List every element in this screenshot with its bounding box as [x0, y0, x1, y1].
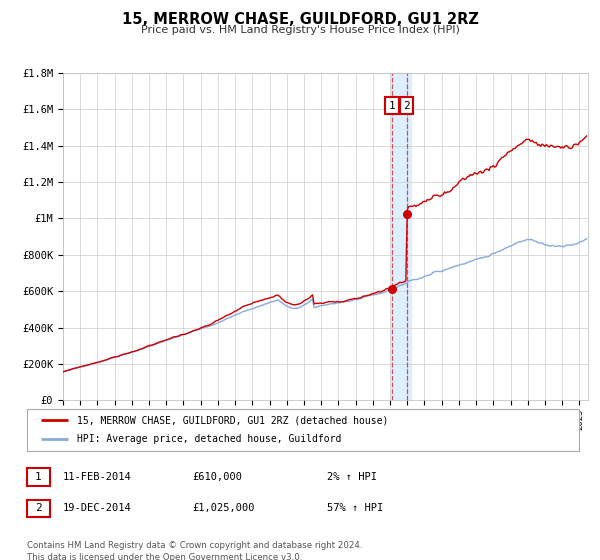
Text: HPI: Average price, detached house, Guildford: HPI: Average price, detached house, Guil…	[77, 435, 341, 445]
Text: Contains HM Land Registry data © Crown copyright and database right 2024.
This d: Contains HM Land Registry data © Crown c…	[27, 541, 362, 560]
Text: £610,000: £610,000	[192, 472, 242, 482]
Text: 1: 1	[35, 472, 42, 482]
Text: 1: 1	[389, 101, 395, 110]
Text: £1,025,000: £1,025,000	[192, 503, 254, 514]
Text: 15, MERROW CHASE, GUILDFORD, GU1 2RZ: 15, MERROW CHASE, GUILDFORD, GU1 2RZ	[122, 12, 478, 27]
Text: 19-DEC-2014: 19-DEC-2014	[63, 503, 132, 514]
Text: 11-FEB-2014: 11-FEB-2014	[63, 472, 132, 482]
Text: 15, MERROW CHASE, GUILDFORD, GU1 2RZ (detached house): 15, MERROW CHASE, GUILDFORD, GU1 2RZ (de…	[77, 415, 388, 425]
Bar	[391, 73, 411, 400]
Text: 2: 2	[403, 101, 410, 110]
Text: 57% ↑ HPI: 57% ↑ HPI	[327, 503, 383, 514]
Text: 2% ↑ HPI: 2% ↑ HPI	[327, 472, 377, 482]
Text: Price paid vs. HM Land Registry's House Price Index (HPI): Price paid vs. HM Land Registry's House …	[140, 25, 460, 35]
Text: 2: 2	[35, 503, 42, 514]
